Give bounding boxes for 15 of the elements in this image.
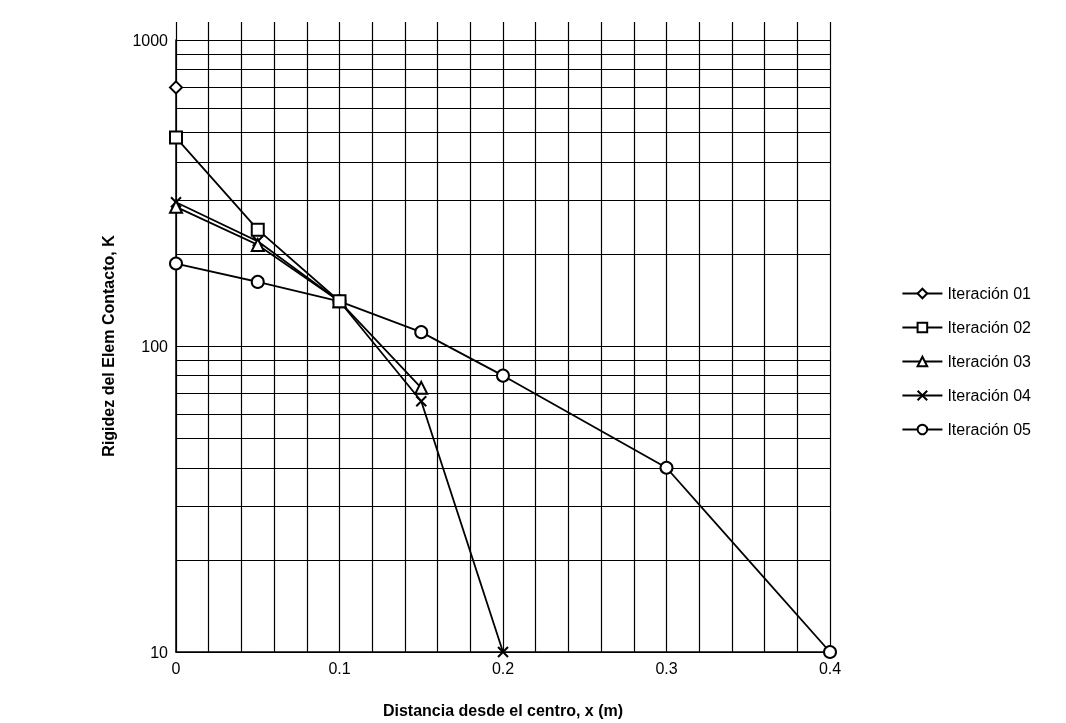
y-tick-label: 10 bbox=[150, 643, 169, 661]
x-tick-label: 0.1 bbox=[328, 659, 351, 677]
x-tick-label: 0.3 bbox=[655, 659, 678, 677]
x-tick-label: 0 bbox=[171, 659, 181, 677]
legend-label: Iteración 05 bbox=[947, 421, 1032, 438]
legend-label: Iteración 02 bbox=[947, 319, 1032, 336]
x-tick-label: 0.2 bbox=[491, 659, 515, 677]
x-tick-label: 0.4 bbox=[818, 659, 842, 677]
x-axis-title: Distancia desde el centro, x (m) bbox=[382, 701, 624, 719]
y-axis-title: Rigidez del Elem Contacto, K bbox=[99, 234, 117, 457]
y-tick-label: 1000 bbox=[132, 31, 169, 49]
legend-label: Iteración 03 bbox=[947, 353, 1032, 370]
legend-label: Iteración 04 bbox=[947, 387, 1032, 404]
y-tick-label: 100 bbox=[141, 337, 169, 355]
legend-label: Iteración 01 bbox=[947, 285, 1032, 302]
